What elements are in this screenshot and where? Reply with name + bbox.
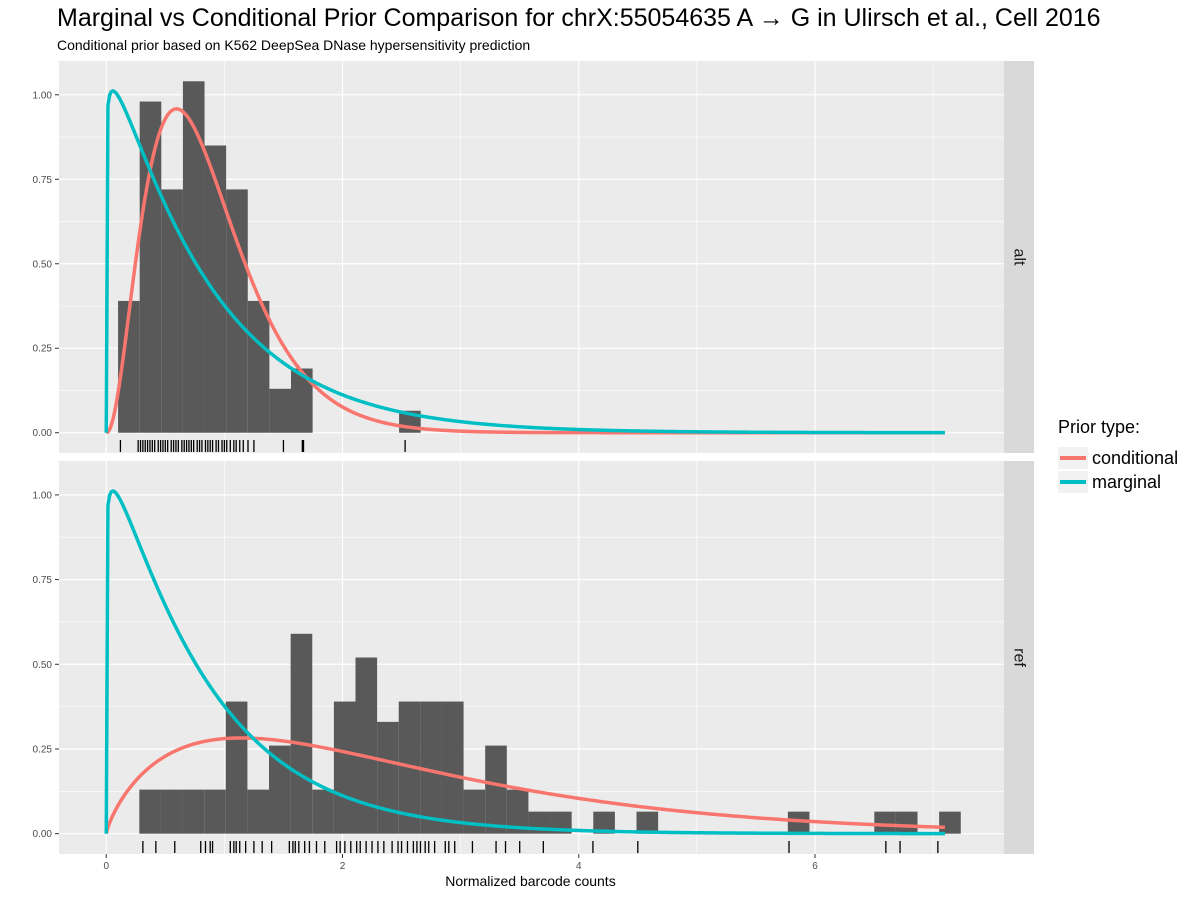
histogram-bar bbox=[161, 189, 183, 433]
x-tick-label: 4 bbox=[576, 861, 582, 872]
y-tick-label: 1.00 bbox=[33, 90, 53, 101]
chart-subtitle: Conditional prior based on K562 DeepSea … bbox=[57, 37, 531, 53]
legend-item-conditional: conditional bbox=[1058, 446, 1178, 470]
histogram-bar bbox=[895, 811, 918, 834]
histogram-bar bbox=[160, 789, 183, 834]
histogram-bar bbox=[312, 789, 334, 834]
facet-strip bbox=[1004, 461, 1034, 854]
y-tick-label: 0.00 bbox=[33, 428, 53, 439]
legend-label-conditional: conditional bbox=[1092, 447, 1179, 468]
histogram-bar bbox=[204, 145, 227, 433]
histogram-bar bbox=[290, 633, 313, 834]
histogram-bar bbox=[506, 789, 529, 834]
prior-curve-marginal bbox=[104, 89, 946, 435]
y-tick-label: 0.75 bbox=[33, 175, 53, 186]
x-tick-label: 0 bbox=[103, 861, 109, 872]
histogram-bar bbox=[225, 701, 248, 834]
legend-label-marginal: marginal bbox=[1092, 471, 1162, 492]
facet-strip-label: ref bbox=[1011, 648, 1028, 667]
y-tick-label: 1.00 bbox=[33, 490, 53, 501]
histogram-bar bbox=[226, 189, 248, 433]
histogram-bar bbox=[874, 811, 896, 834]
panel-background bbox=[59, 461, 1004, 854]
prior-curve-conditional bbox=[104, 736, 946, 835]
histogram-bar bbox=[441, 701, 464, 834]
histogram-bar bbox=[636, 811, 659, 834]
histogram-bar bbox=[118, 300, 140, 433]
histogram-bar bbox=[593, 811, 615, 834]
facet-strip-label: alt bbox=[1011, 249, 1028, 266]
histogram-bar bbox=[355, 657, 378, 834]
histogram-bar bbox=[939, 811, 961, 834]
legend: Prior type: conditional marginal bbox=[1058, 417, 1178, 494]
legend-key-marginal bbox=[1058, 471, 1088, 493]
legend-title: Prior type: bbox=[1058, 417, 1141, 437]
histogram-bar bbox=[269, 745, 291, 834]
chart-title: Marginal vs Conditional Prior Comparison… bbox=[57, 4, 1101, 32]
facet-panel-ref: 0.00 0.25 0.50 0.75 1.00 ref bbox=[33, 461, 1034, 854]
y-tick-label: 0.25 bbox=[33, 744, 53, 755]
facet-strip bbox=[1004, 61, 1034, 453]
legend-key-conditional bbox=[1058, 447, 1088, 469]
x-tick-label: 6 bbox=[812, 861, 818, 872]
histogram-bar bbox=[485, 745, 507, 834]
histogram-bar bbox=[204, 789, 226, 834]
x-axis-label: Normalized barcode counts bbox=[445, 873, 616, 889]
y-tick-label: 0.50 bbox=[33, 259, 53, 270]
facet-panel-alt: 0.00 0.25 0.50 0.75 1.00 alt bbox=[33, 61, 1034, 453]
histogram-bar bbox=[290, 368, 313, 433]
y-tick-label: 0.50 bbox=[33, 660, 53, 671]
histogram-bar bbox=[139, 789, 161, 834]
legend-item-marginal: marginal bbox=[1058, 470, 1178, 494]
histogram-bar bbox=[182, 789, 205, 834]
histogram-bar bbox=[333, 701, 356, 834]
histogram-bar bbox=[420, 701, 442, 834]
histogram-bar bbox=[247, 789, 270, 834]
histogram-bar bbox=[377, 721, 399, 834]
histogram-bar bbox=[269, 388, 291, 433]
y-tick-label: 0.00 bbox=[33, 829, 53, 840]
histogram-bar bbox=[787, 811, 810, 834]
prior-curve-marginal bbox=[104, 489, 946, 836]
y-tick-label: 0.75 bbox=[33, 575, 53, 586]
x-tick-label: 2 bbox=[340, 861, 346, 872]
histogram-bar bbox=[463, 789, 486, 834]
histogram-bar bbox=[247, 300, 270, 433]
y-tick-label: 0.25 bbox=[33, 344, 53, 355]
